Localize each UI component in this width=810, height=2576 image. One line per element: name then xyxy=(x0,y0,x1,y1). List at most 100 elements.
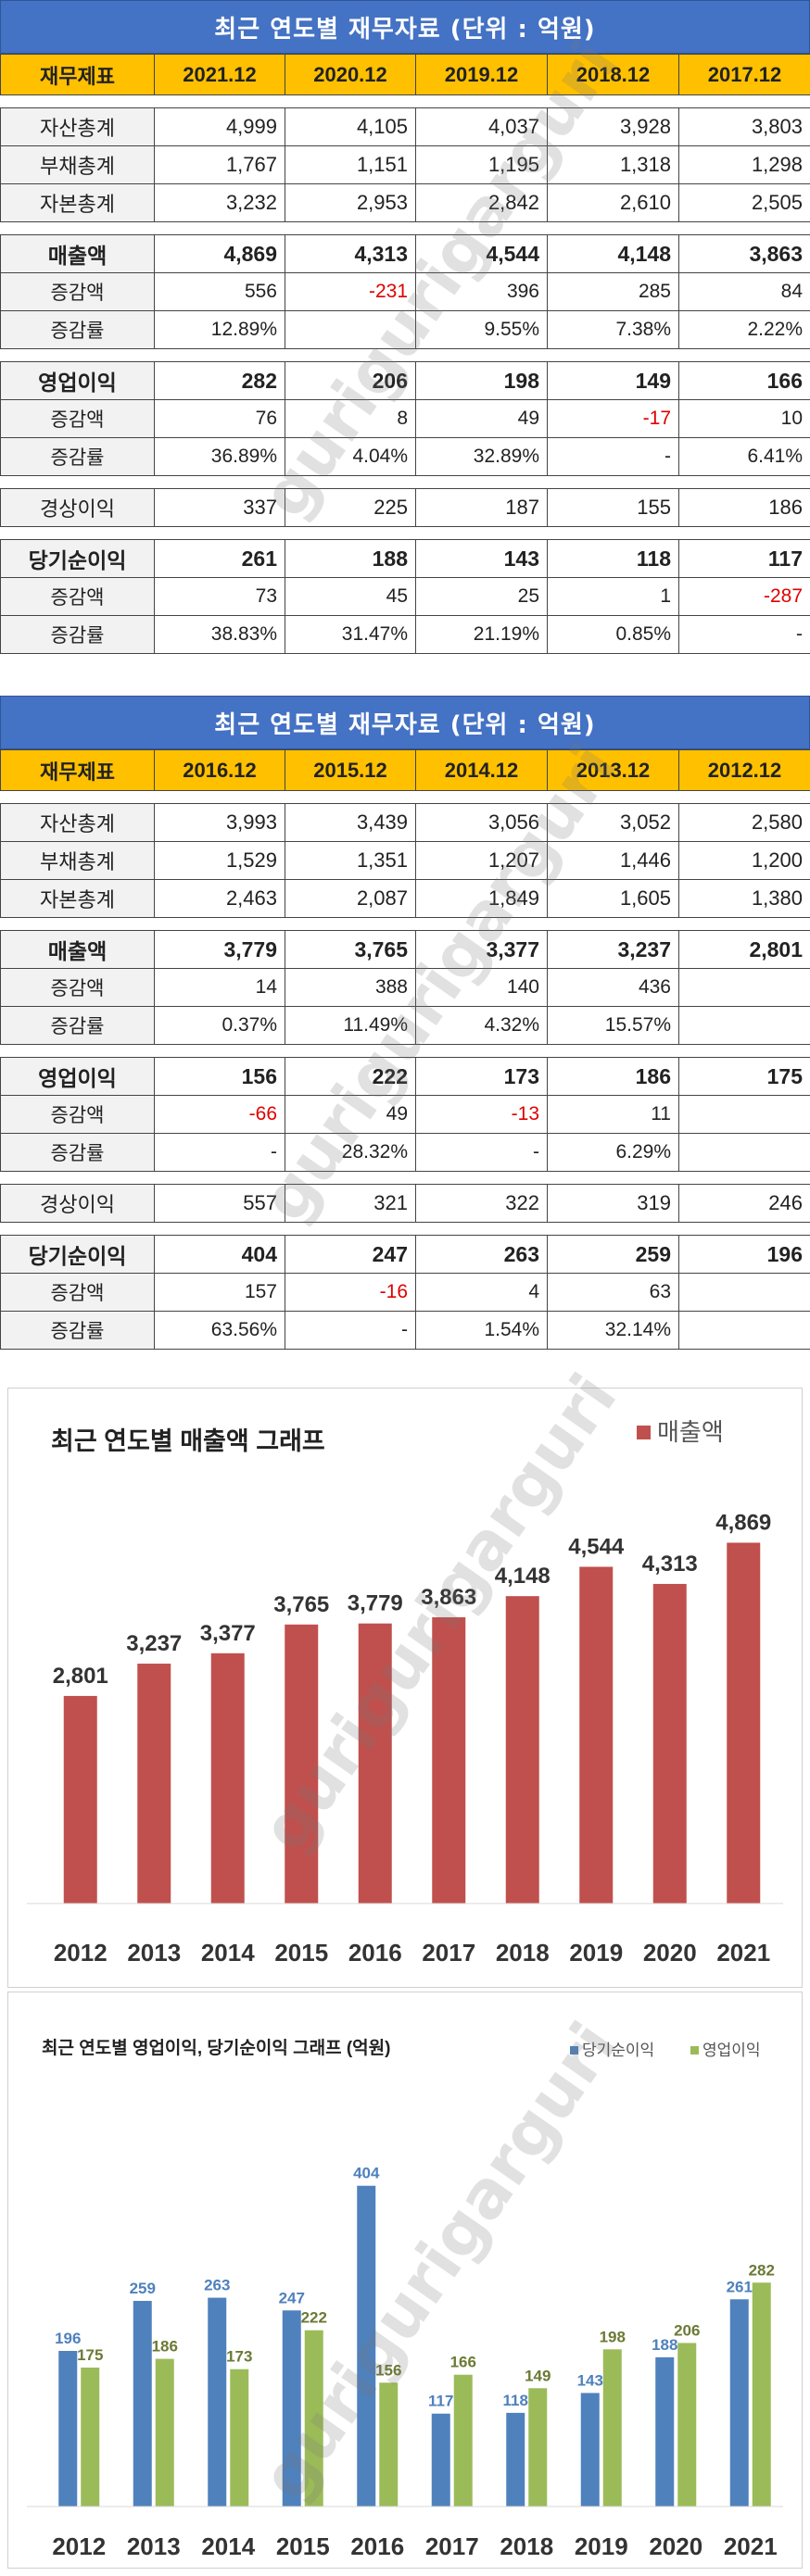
bar xyxy=(357,2185,376,2507)
data-label: 282 xyxy=(749,2261,775,2279)
data-label: 2,801 xyxy=(53,1664,108,1689)
value-cell: 225 xyxy=(285,488,416,527)
table-row: 증감액 -66 49 -13 11 xyxy=(0,1095,810,1134)
value-cell: 556 xyxy=(154,272,285,311)
data-label: 156 xyxy=(375,2361,401,2379)
value-cell xyxy=(678,1095,810,1134)
value-cell: 2,505 xyxy=(678,183,810,222)
value-cell: -17 xyxy=(547,399,679,438)
data-label: 188 xyxy=(652,2336,677,2354)
financial-table-panel-1: 최근 연도별 재무자료 (단위 : 억원) 재무제표 2021.12 2020.12… xyxy=(0,0,810,654)
value-cell: 149 xyxy=(547,361,679,400)
x-tick-label: 2012 xyxy=(54,1939,108,1967)
value-cell: 4,999 xyxy=(154,107,285,146)
value-cell: 11.49% xyxy=(285,1006,416,1045)
value-cell: 32.14% xyxy=(547,1311,679,1350)
value-cell: 3,377 xyxy=(415,930,548,969)
bar xyxy=(155,2358,174,2507)
value-cell: 173 xyxy=(415,1057,548,1096)
value-cell: 404 xyxy=(154,1235,285,1274)
value-cell: 28.32% xyxy=(285,1133,416,1172)
value-cell: 31.47% xyxy=(285,615,416,654)
spacer-cell xyxy=(0,94,810,108)
spacer-cell xyxy=(0,1171,810,1185)
row-label: 부채총계 xyxy=(0,841,155,880)
table-row: 매출액 4,869 4,313 4,544 4,148 3,863 xyxy=(0,234,810,273)
value-cell: 10 xyxy=(678,399,810,438)
value-cell xyxy=(678,1273,810,1312)
value-cell: - xyxy=(154,1133,285,1172)
value-cell xyxy=(678,1311,810,1350)
value-cell: 21.19% xyxy=(415,615,548,654)
value-cell: 4,544 xyxy=(415,234,548,273)
chart-title: 최근 연도별 영업이익, 당기순이익 그래프 (억원) xyxy=(42,2038,390,2058)
value-cell: 63 xyxy=(547,1273,679,1312)
value-cell: 3,765 xyxy=(285,930,416,969)
group-spacer xyxy=(0,475,810,489)
value-cell: - xyxy=(547,437,679,476)
bar xyxy=(210,1652,245,1904)
row-label: 경상이익 xyxy=(0,1184,155,1223)
bar xyxy=(580,2393,600,2507)
row-label: 증감률 xyxy=(0,1133,155,1172)
table-row: 증감률 12.89% 9.55% 7.38% 2.22% xyxy=(0,310,810,349)
value-cell: 206 xyxy=(285,361,416,400)
value-cell: 1,351 xyxy=(285,841,416,880)
row-label: 증감액 xyxy=(0,1095,155,1134)
bar xyxy=(652,1583,687,1904)
legend-label: 당기순이익 xyxy=(582,2042,654,2059)
table-row: 부채총계 1,767 1,151 1,195 1,318 1,298 xyxy=(0,145,810,184)
x-tick-label: 2016 xyxy=(350,2532,404,2560)
x-tick-label: 2017 xyxy=(422,1939,475,1967)
value-cell: 1,849 xyxy=(415,879,548,918)
bar xyxy=(358,1623,392,1904)
table-title-2: 최근 연도별 재무자료 (단위 : 억원) xyxy=(0,696,810,749)
value-cell: 196 xyxy=(678,1235,810,1274)
bar xyxy=(137,1664,171,1904)
data-label: 186 xyxy=(152,2338,178,2356)
value-cell: 15.57% xyxy=(547,1006,679,1045)
value-cell: 118 xyxy=(547,539,679,578)
bar xyxy=(505,1596,539,1904)
value-cell xyxy=(678,1133,810,1172)
bar xyxy=(729,2299,749,2507)
x-tick-label: 2021 xyxy=(716,1939,770,1967)
bar xyxy=(727,1542,761,1904)
value-cell: 1 xyxy=(547,577,679,616)
header-year-cell: 2017.12 xyxy=(678,54,810,95)
row-label: 당기순이익 xyxy=(0,539,155,578)
bar xyxy=(506,2412,525,2507)
data-label: 263 xyxy=(204,2277,230,2294)
data-label: 4,869 xyxy=(715,1510,771,1535)
value-cell: 4,148 xyxy=(547,234,679,273)
value-cell: 3,232 xyxy=(154,183,285,222)
bar xyxy=(379,2382,399,2507)
value-cell: 282 xyxy=(154,361,285,400)
value-cell: 186 xyxy=(678,488,810,527)
value-cell: 2,842 xyxy=(415,183,548,222)
value-cell: 557 xyxy=(154,1184,285,1223)
data-label: 3,377 xyxy=(200,1621,256,1646)
table-row: 당기순이익 404 247 263 259 196 xyxy=(0,1235,810,1274)
row-label: 매출액 xyxy=(0,234,155,273)
data-label: 143 xyxy=(577,2371,603,2389)
bar xyxy=(304,2330,323,2507)
value-cell: 321 xyxy=(285,1184,416,1223)
group-spacer xyxy=(0,221,810,235)
data-label: 222 xyxy=(301,2309,327,2327)
x-tick-label: 2015 xyxy=(274,1939,328,1967)
header-year-cell: 2014.12 xyxy=(415,749,548,791)
spacer-cell xyxy=(0,475,810,489)
value-cell: 1,207 xyxy=(415,841,548,880)
data-label: 404 xyxy=(353,2165,380,2182)
row-label: 자산총계 xyxy=(0,107,155,146)
header-year-cell: 2013.12 xyxy=(547,749,679,791)
spacer-cell xyxy=(0,1222,810,1236)
header-year-cell: 2021.12 xyxy=(154,54,285,95)
data-label: 118 xyxy=(503,2392,528,2409)
value-cell: 1,529 xyxy=(154,841,285,880)
table-row: 증감액 14 388 140 436 xyxy=(0,968,810,1007)
legend-swatch xyxy=(570,2046,578,2055)
data-label: 3,765 xyxy=(273,1592,329,1617)
value-cell: 3,928 xyxy=(547,107,679,146)
